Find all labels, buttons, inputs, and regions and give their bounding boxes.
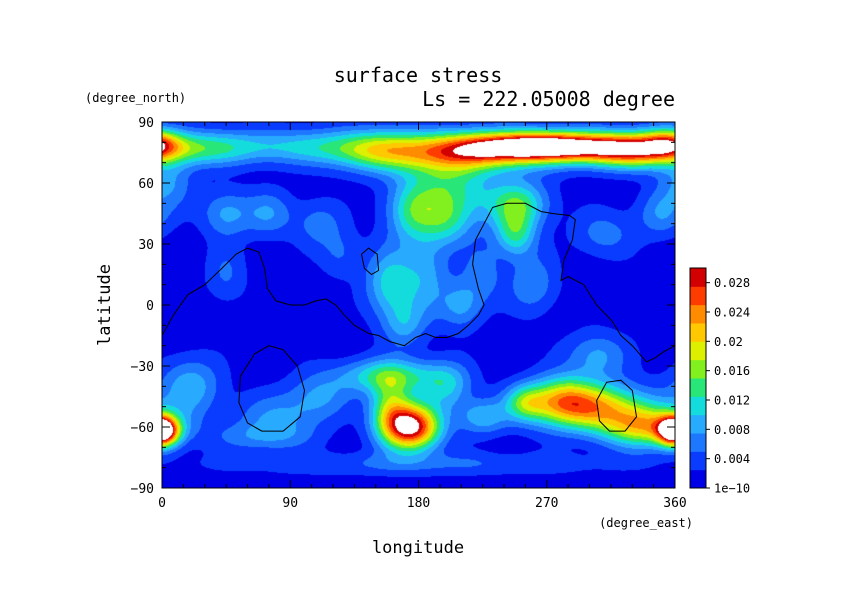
colorbar-segment [690,396,706,416]
colorbar-tick-label: 0.004 [714,452,750,466]
chart-title: surface stress [334,63,503,87]
colorbar-tick-label: 0.016 [714,364,750,378]
colorbar-segment [690,341,706,361]
y-unit-label: (degree_north) [85,91,186,105]
y-tick-label: 60 [138,177,154,192]
colorbar-tick-label: 0.028 [714,276,750,290]
colorbar-tick-label: 0.024 [714,306,750,320]
colorbar-segment [690,323,706,342]
y-tick-label: 30 [138,238,154,253]
colorbar [690,268,706,489]
x-tick-label: 0 [158,496,166,511]
colorbar-segment [690,286,706,306]
chart-subtitle: Ls = 222.05008 degree [422,87,675,111]
colorbar-segment [690,378,706,397]
colorbar-segment [690,304,706,324]
colorbar-ticks: 1e−10 0.004 0.008 0.012 0.016 0.02 0.024 0.028 [706,276,750,496]
y-tick-label: 90 [138,116,154,131]
colorbar-tick-label: 0.012 [714,394,750,408]
colorbar-segment [690,451,706,471]
colorbar-segment [690,359,706,379]
topography-contour-line [162,202,675,363]
x-tick-label: 90 [282,496,298,511]
colorbar-tick-label: 1e−10 [714,482,750,496]
x-axis-ticks: 0 90 180 270 360 [158,122,687,511]
x-tick-label: 180 [407,496,430,511]
y-axis-ticks: 90 60 30 0 −30 −60 −90 [131,116,675,497]
x-tick-label: 270 [535,496,558,511]
colorbar-segment [690,433,706,452]
y-axis-label: latitude [95,264,115,346]
topography-contour-line [361,247,380,276]
x-unit-label: (degree_east) [599,516,693,530]
x-axis-label: longitude [372,538,464,558]
colorbar-segment [690,268,706,287]
x-tick-label: 360 [663,496,686,511]
topography-contour-line [596,379,638,432]
colorbar-frame [689,267,707,489]
heatmap-surface [162,122,675,488]
y-tick-label: −90 [131,482,154,497]
colorbar-tick-label: 0.02 [714,335,743,349]
colorbar-segment [690,414,706,434]
topography-contour-line [238,345,306,432]
y-tick-label: −60 [131,421,154,436]
y-tick-label: −30 [131,360,154,375]
colorbar-tick-label: 0.008 [714,423,750,437]
y-tick-label: 0 [146,299,154,314]
topography-contours [162,202,675,432]
colorbar-segment [690,469,706,489]
